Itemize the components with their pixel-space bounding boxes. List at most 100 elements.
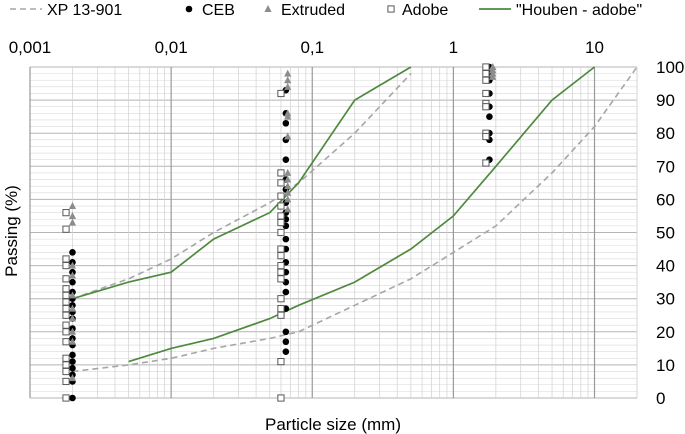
data-point-adobe [277, 89, 285, 98]
data-point-ceb [282, 156, 290, 163]
data-point-adobe [482, 89, 490, 98]
y-tick-label: 80 [656, 124, 675, 143]
data-point-extruded [284, 195, 292, 203]
data-point-adobe [62, 255, 70, 263]
y-tick-labels: 0 10 20 30 40 50 60 70 80 90 100 [656, 58, 684, 408]
data-point-adobe [482, 63, 490, 71]
legend-swatch-adobe [387, 5, 395, 13]
data-point-extruded [284, 112, 292, 120]
data-point-adobe [277, 202, 285, 210]
y-tick-label: 60 [656, 190, 675, 209]
data-point-extruded [68, 314, 77, 322]
data-point-adobe [482, 76, 490, 84]
y-axis-label: Passing (%) [2, 185, 21, 277]
data-point-adobe [482, 103, 490, 111]
data-point-extruded [68, 218, 77, 226]
legend-swatch-extruded [264, 5, 272, 12]
x-tick-label: 0,1 [300, 38, 324, 57]
data-point-ceb [282, 235, 290, 243]
x-tick-label: 0,01 [155, 38, 188, 57]
data-point-adobe [62, 377, 70, 386]
data-point-adobe [277, 179, 285, 187]
data-point-ceb [282, 328, 290, 336]
data-point-adobe [62, 394, 70, 402]
data-point-adobe [277, 192, 285, 200]
data-point-adobe [62, 321, 70, 329]
data-point-adobe [62, 338, 70, 346]
data-point-adobe [62, 262, 70, 270]
data-point-ceb [282, 119, 290, 127]
grid [29, 66, 638, 399]
data-point-extruded [284, 132, 292, 140]
data-point-extruded [68, 202, 77, 210]
data-point-ceb [486, 113, 493, 120]
data-point-adobe [277, 212, 285, 220]
legend: XP 13-901 CEB Extruded Adobe "Houben - adobe… [10, 2, 642, 19]
series-line-houben-adobe [128, 66, 596, 363]
legend-label: CEB [202, 2, 235, 19]
data-point-adobe [277, 357, 285, 366]
data-point-adobe [277, 245, 285, 253]
data-point-extruded [68, 291, 77, 299]
series-lines [72, 66, 638, 373]
data-point-adobe [62, 311, 70, 319]
legend-label: "Houben - adobe" [516, 2, 642, 19]
data-point-extruded [68, 211, 77, 219]
data-point-adobe [277, 295, 285, 303]
data-point-adobe [62, 298, 70, 306]
y-tick-label: 20 [656, 323, 675, 342]
series-line-houben-adobe [72, 66, 412, 300]
data-point-adobe [482, 70, 490, 78]
data-point-extruded [284, 188, 292, 196]
data-point-extruded [284, 76, 292, 84]
data-point-adobe [277, 394, 285, 402]
data-point-ceb [69, 364, 76, 372]
data-point-adobe [62, 367, 70, 376]
y-tick-label: 0 [656, 389, 665, 408]
data-point-adobe [277, 311, 285, 319]
data-point-adobe [277, 275, 285, 283]
x-tick-label: 1 [449, 38, 458, 57]
x-tick-label: 10 [585, 38, 604, 57]
legend-label: Adobe [402, 2, 448, 19]
data-point-ceb [282, 338, 290, 346]
y-tick-label: 30 [656, 290, 675, 309]
data-point-extruded [68, 374, 77, 382]
y-tick-label: 70 [656, 157, 675, 176]
data-point-adobe [482, 132, 490, 141]
data-point-extruded [68, 261, 77, 269]
legend-label: Extruded [281, 2, 345, 19]
data-point-adobe [62, 225, 70, 233]
y-tick-label: 40 [656, 257, 675, 276]
data-point-extruded [68, 271, 77, 279]
y-tick-label: 100 [656, 58, 684, 77]
data-point-extruded [284, 168, 292, 176]
data-point-adobe [277, 252, 285, 260]
data-point-adobe [277, 262, 285, 270]
data-point-adobe [62, 354, 70, 362]
data-point-adobe [62, 328, 70, 336]
data-point-ceb [69, 278, 76, 286]
data-point-extruded [284, 82, 292, 90]
data-point-ceb [69, 249, 76, 256]
data-point-adobe [277, 305, 285, 313]
data-point-adobe [62, 291, 70, 299]
legend-label: XP 13-901 [47, 2, 122, 19]
series-line-xp-13-901 [72, 66, 638, 373]
data-point-ceb [282, 348, 290, 355]
data-point-adobe [482, 159, 490, 167]
x-tick-label: 0,001 [9, 38, 52, 57]
data-point-extruded [284, 205, 292, 213]
data-point-adobe [62, 275, 70, 283]
data-point-ceb [69, 351, 76, 359]
data-point-extruded [284, 175, 292, 183]
data-point-adobe [277, 228, 285, 237]
y-tick-label: 10 [656, 356, 675, 375]
data-point-extruded [489, 72, 497, 80]
data-point-adobe [62, 285, 70, 293]
data-point-extruded [68, 327, 77, 335]
data-point-adobe [277, 268, 285, 276]
series-markers [62, 63, 497, 402]
data-point-extruded [68, 337, 77, 345]
legend-swatch-ceb [185, 5, 193, 13]
